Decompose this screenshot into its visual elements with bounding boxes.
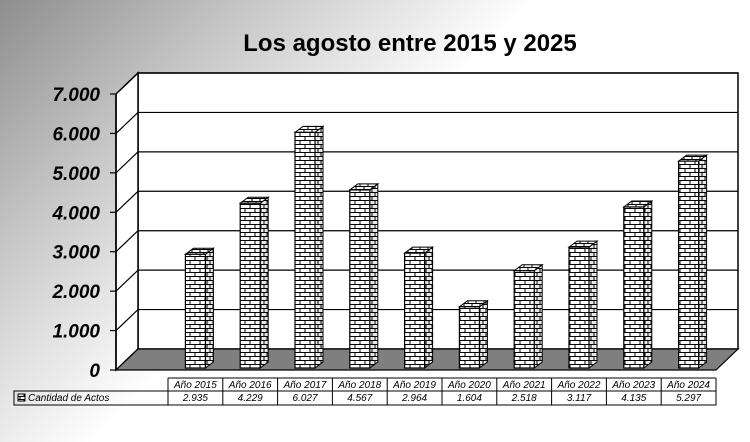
bar-front [568,246,590,369]
bar [238,196,270,369]
legend-key [17,393,26,402]
bar-side [204,247,214,369]
x-tick-label: Año 2021 [502,380,546,391]
bar-side [588,240,598,369]
x-tick-label: Año 2017 [283,380,327,391]
y-tick-label: 5.000 [52,164,100,185]
x-tick-label: Año 2015 [173,380,217,391]
bar [348,182,380,369]
data-label: 2.518 [511,393,537,404]
x-tick-label: Año 2024 [666,380,710,391]
data-label: 6.027 [292,393,317,404]
y-tick-label: 1.000 [52,322,100,343]
plot-side-wall [115,71,139,372]
gridline-side [115,151,139,174]
bar-side [698,154,708,369]
bar-side [424,246,434,369]
bar [512,263,544,369]
bar [293,125,325,369]
y-tick-label: 2.000 [51,282,100,303]
x-tick-label: Año 2023 [611,380,655,391]
bar-front [513,270,535,369]
bar [403,246,435,369]
chart-title: Los agosto entre 2015 y 2025 [243,30,577,57]
bar-side [533,263,543,369]
data-label: 5.297 [676,393,701,404]
data-label: 2.964 [401,393,427,404]
gridline-side [115,111,139,134]
x-tick-label: Año 2016 [228,380,272,391]
bar-front [349,189,371,369]
data-label: 4.229 [238,393,263,404]
bar-front [677,160,700,369]
bar-side [314,125,324,369]
data-label: 1.604 [457,393,482,404]
data-label: 4.135 [621,393,646,404]
gridline-side [115,72,139,95]
gridline-side [115,230,139,253]
bar-front [404,252,426,369]
y-tick-label: 3.000 [52,243,100,264]
x-tick-label: Año 2022 [557,380,601,391]
bar [183,247,215,369]
bar-side [259,196,269,369]
y-tick-label: 6.000 [52,124,100,145]
bar-front [239,202,261,369]
bar [677,154,709,369]
legend-series-name: Cantidad de Actos [28,393,109,404]
gridline-side [115,309,139,332]
bar-front [184,253,206,369]
data-label: 2.935 [182,393,208,404]
y-tick-label: 7.000 [52,85,100,106]
bar-side [478,299,488,369]
y-tick-label: 0 [89,361,100,382]
data-label: 4.567 [347,393,372,404]
data-label: 3.117 [567,393,592,404]
bar-front [623,206,645,369]
bar [567,240,599,369]
bar [622,199,654,369]
bar-side [369,182,379,369]
y-tick-label: 4.000 [51,203,100,224]
x-tick-label: Año 2019 [392,380,436,391]
bar-front [458,306,480,369]
x-tick-label: Año 2018 [337,380,381,391]
bar-side [643,199,653,369]
x-tick-label: Año 2020 [447,380,491,391]
gridline-side [115,269,139,292]
bar [457,299,489,369]
gridline-side [115,190,139,213]
bar-front [294,131,316,369]
